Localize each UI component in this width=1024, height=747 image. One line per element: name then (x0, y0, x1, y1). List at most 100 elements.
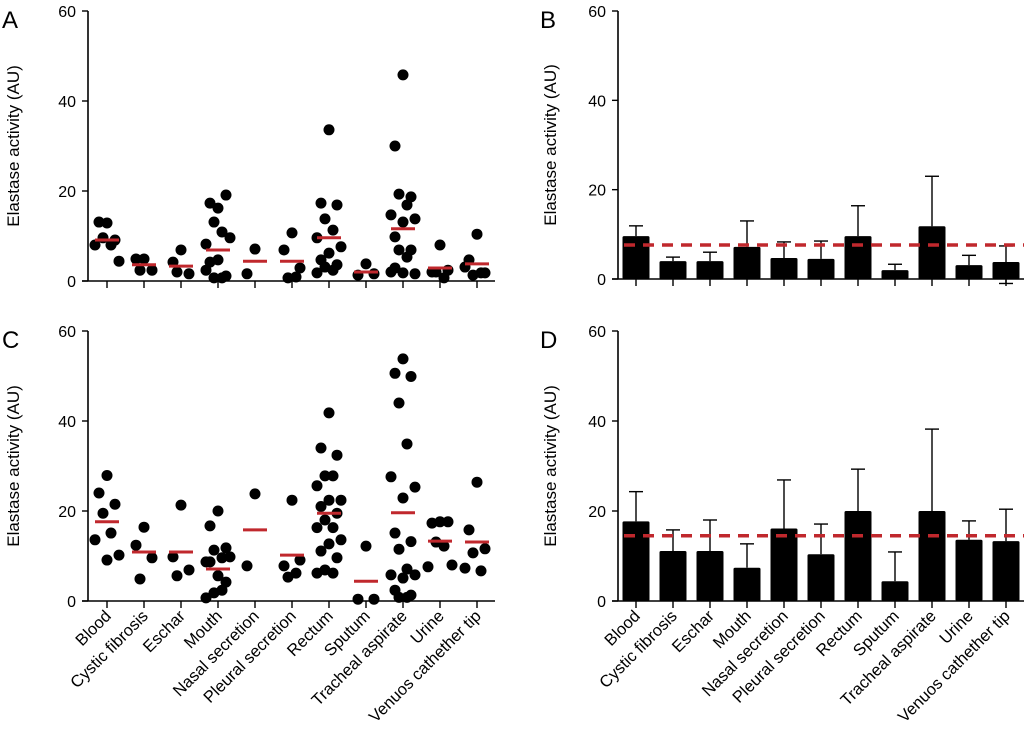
bar (696, 261, 724, 279)
data-point (204, 520, 216, 532)
data-point (389, 262, 401, 274)
panel-letter: A (2, 7, 18, 34)
data-point (249, 243, 261, 255)
data-point (360, 258, 372, 270)
bar (844, 236, 872, 279)
data-point (208, 272, 220, 284)
category-points-0 (89, 216, 125, 267)
data-point (224, 551, 236, 563)
data-point (319, 470, 331, 482)
y-tick-label: 60 (58, 4, 76, 21)
data-point (97, 507, 109, 519)
data-point (220, 542, 232, 554)
data-point (401, 251, 413, 263)
data-point (397, 216, 409, 228)
y-tick-label: 20 (58, 184, 76, 201)
data-point (134, 573, 146, 585)
bar (881, 270, 909, 279)
category-points-10 (459, 228, 491, 281)
bar (807, 554, 835, 601)
data-point (315, 442, 327, 454)
bar (696, 551, 724, 601)
data-point (130, 253, 142, 265)
data-point (212, 202, 224, 214)
data-point (282, 272, 294, 284)
data-point (220, 189, 232, 201)
data-point (146, 552, 158, 564)
data-point (138, 253, 150, 265)
category-points-3 (200, 189, 236, 284)
category-points-8 (385, 69, 421, 280)
data-point (397, 492, 409, 504)
category-points-0 (89, 469, 125, 566)
category-points-9 (426, 239, 454, 284)
data-point (385, 569, 397, 581)
category-points-10 (459, 476, 491, 577)
bar (844, 511, 872, 601)
bar (659, 261, 687, 279)
bar (807, 258, 835, 279)
y-tick-label: 20 (58, 504, 76, 521)
data-point (405, 536, 417, 548)
data-point (130, 539, 142, 551)
data-point (286, 227, 298, 239)
panel-a: A Elastase activity (AU) 0 20 40 60 (2, 4, 495, 291)
bar (770, 528, 798, 601)
category-points-2 (167, 244, 195, 280)
data-point (438, 540, 450, 552)
data-point (401, 199, 413, 211)
data-point (331, 199, 343, 211)
data-point (331, 552, 343, 564)
y-axis-title: Elastase activity (AU) (541, 385, 560, 547)
category-points-1 (130, 253, 158, 276)
y-tick-label: 40 (588, 93, 606, 110)
data-point (249, 488, 261, 500)
data-point (446, 559, 458, 571)
data-point (212, 570, 224, 582)
bar (881, 581, 909, 601)
data-point (171, 266, 183, 278)
data-point (323, 538, 335, 550)
data-point (323, 407, 335, 419)
data-point (134, 264, 146, 276)
data-point (434, 239, 446, 251)
y-tick-label: 20 (588, 183, 606, 200)
data-point (278, 244, 290, 256)
data-point (93, 487, 105, 499)
data-point (335, 241, 347, 253)
data-point (397, 69, 409, 81)
data-point (204, 197, 216, 209)
data-point (311, 267, 323, 279)
data-point (352, 593, 364, 605)
data-point (216, 272, 228, 284)
data-point (409, 213, 421, 225)
y-tick-label: 0 (597, 272, 606, 289)
data-point (101, 554, 113, 566)
data-point (331, 449, 343, 461)
data-point (475, 565, 487, 577)
data-point (216, 552, 228, 564)
data-point (167, 551, 179, 563)
data-point (294, 262, 306, 274)
y-axis-title: Elastase activity (AU) (4, 385, 23, 547)
data-point (397, 572, 409, 584)
data-point (479, 543, 491, 555)
y-tick-label: 0 (67, 594, 76, 611)
data-point (368, 593, 380, 605)
data-point (327, 470, 339, 482)
data-point (315, 545, 327, 557)
data-point (385, 471, 397, 483)
data-point (290, 567, 302, 579)
bar (659, 551, 687, 601)
data-point (426, 517, 438, 529)
data-point (393, 188, 405, 200)
bar (955, 265, 983, 279)
data-point (409, 569, 421, 581)
data-point (315, 501, 327, 512)
category-points-3 (200, 505, 236, 604)
data-point (89, 534, 101, 546)
data-point (319, 213, 331, 225)
